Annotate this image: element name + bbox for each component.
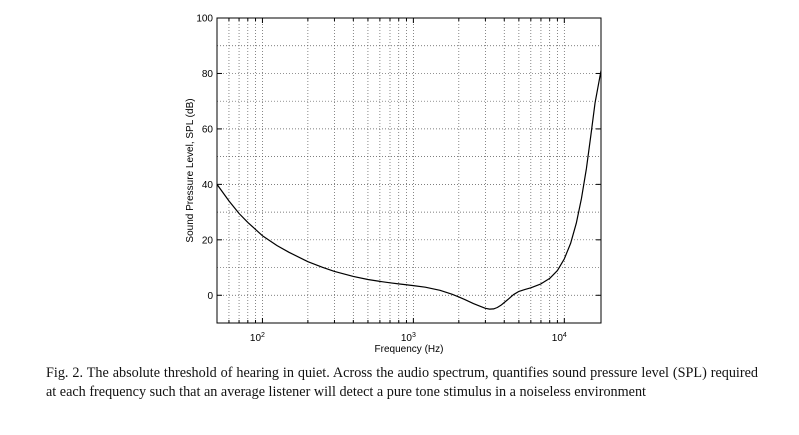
curve-layer bbox=[216, 70, 602, 310]
y-tick-label: 20 bbox=[202, 235, 214, 246]
y-tick-label: 40 bbox=[202, 180, 214, 191]
y-tick-label: 80 bbox=[202, 69, 214, 80]
y-tick-label: 100 bbox=[196, 14, 213, 25]
x-axis-label: Frequency (Hz) bbox=[375, 344, 444, 355]
x-tick-label: 103 bbox=[401, 332, 416, 344]
x-tick-label: 102 bbox=[250, 332, 265, 344]
y-axis-label: Sound Pressure Level, SPL (dB) bbox=[185, 98, 196, 242]
plot-frame bbox=[216, 17, 602, 324]
tick-marks bbox=[217, 17, 601, 323]
y-tick-label: 60 bbox=[202, 124, 214, 135]
tick-labels: 0 20 40 60 80 100 102 103 104 bbox=[196, 14, 567, 345]
x-tick-label: 104 bbox=[552, 332, 567, 344]
threshold-curve bbox=[216, 70, 602, 310]
grid-lines bbox=[217, 18, 601, 323]
threshold-chart: 0 20 40 60 80 100 102 103 104 Frequency (Hz) Sou… bbox=[185, 14, 602, 355]
figure-caption: Fig. 2. The absolute threshold of hearin… bbox=[46, 365, 758, 400]
y-tick-label: 0 bbox=[207, 291, 213, 302]
